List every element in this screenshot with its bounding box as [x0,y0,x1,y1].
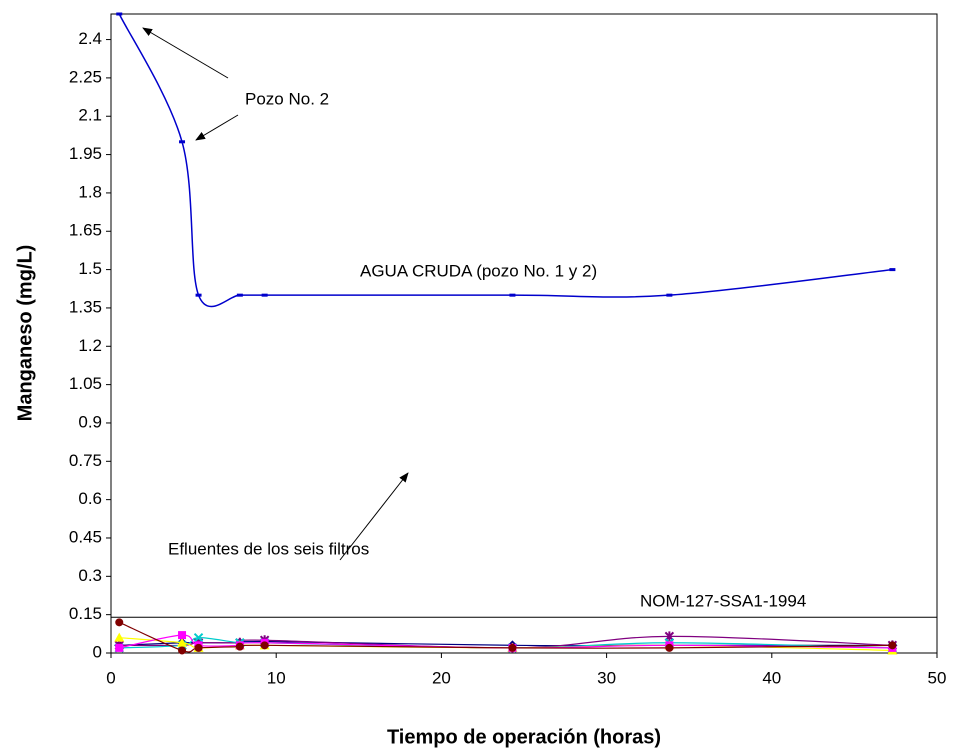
marker [179,140,186,144]
marker [236,293,243,297]
marker [235,642,244,651]
annotation: AGUA CRUDA (pozo No. 1 y 2) [360,261,597,280]
series-line [119,634,893,649]
y-tick-label: 0 [93,642,102,661]
marker [509,293,516,297]
y-tick-label: 1.65 [69,221,102,240]
marker [116,12,123,16]
marker [666,293,673,297]
y-tick-label: 2.1 [78,106,102,125]
annotation-arrow [195,114,239,141]
y-tick-label: 1.8 [78,182,102,201]
marker [665,643,674,652]
marker [260,641,269,650]
marker [195,293,202,297]
x-tick-label: 20 [432,668,451,687]
plot-area [110,13,938,654]
series-line [119,621,893,653]
annotation-arrow [142,27,229,79]
y-tick-label: 2.4 [78,29,102,48]
y-tick-label: 1.35 [69,297,102,316]
y-tick-label: 0.6 [78,489,102,508]
marker [115,618,124,627]
marker [178,631,187,640]
marker [194,643,203,652]
marker [508,643,517,652]
marker [261,293,268,297]
marker [888,641,897,650]
x-tick-label: 10 [267,668,286,687]
marker [193,632,204,643]
annotation-arrow [339,472,409,561]
x-tick-label: 0 [106,668,115,687]
x-tick-label: 50 [928,668,947,687]
series-line [119,635,893,649]
x-tick-label: 30 [597,668,616,687]
marker [889,268,896,272]
marker [177,637,188,647]
y-tick-label: 1.5 [78,259,102,278]
x-axis-title: Tiempo de operación (horas) [387,726,661,748]
y-tick-label: 1.2 [78,336,102,355]
marker [178,646,187,655]
reference-label: NOM-127-SSA1-1994 [640,592,806,611]
y-tick-label: 1.95 [69,144,102,163]
y-axis-title: Manganeso (mg/L) [14,245,36,422]
y-tick-label: 2.25 [69,67,102,86]
y-tick-label: 1.05 [69,374,102,393]
y-tick-label: 0.45 [69,527,102,546]
y-tick-label: 0.9 [78,412,102,431]
marker [115,643,124,652]
y-tick-label: 0.15 [69,604,102,623]
annotation: Pozo No. 2 [245,89,329,108]
x-tick-label: 40 [762,668,781,687]
y-tick-label: 0.3 [78,566,102,585]
marker [114,632,125,642]
y-tick-label: 0.75 [69,451,102,470]
annotation: Efluentes de los seis filtros [168,539,369,558]
